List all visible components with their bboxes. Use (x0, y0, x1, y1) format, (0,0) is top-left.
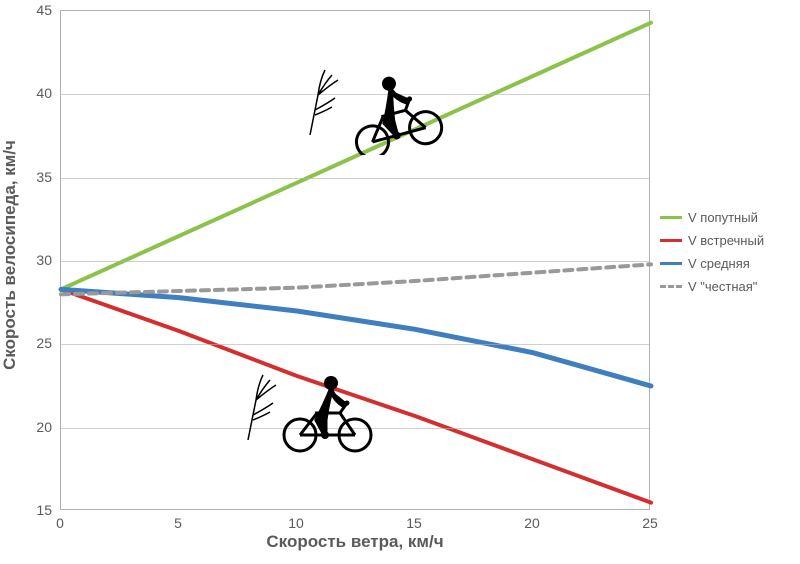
y-axis-title: Скорость велосипеда, км/ч (0, 140, 20, 370)
legend-swatch (660, 285, 682, 288)
grid-line (61, 178, 649, 179)
legend-item: V встречный (660, 233, 764, 248)
legend-label: V попутный (688, 210, 758, 225)
legend-swatch (660, 216, 682, 219)
series-tailwind (61, 23, 651, 290)
legend-label: V "честная" (688, 279, 757, 294)
x-tick-label: 15 (406, 515, 422, 531)
cyclist-tailwind-icon (340, 65, 450, 155)
legend-swatch (660, 262, 682, 265)
x-tick-label: 25 (642, 515, 658, 531)
legend-item: V попутный (660, 210, 764, 225)
x-tick-label: 20 (524, 515, 540, 531)
grid-line (61, 261, 649, 262)
x-axis-title: Скорость ветра, км/ч (266, 532, 443, 552)
y-tick-label: 35 (22, 169, 52, 185)
x-tick-label: 10 (288, 515, 304, 531)
tree-headwind-icon (228, 370, 278, 440)
legend-item: V "честная" (660, 279, 764, 294)
y-tick-label: 45 (22, 2, 52, 18)
y-tick-label: 15 (22, 502, 52, 518)
x-tick-label: 0 (56, 515, 64, 531)
y-tick-label: 25 (22, 335, 52, 351)
series-fair (61, 264, 651, 294)
grid-line (61, 344, 649, 345)
legend-label: V средняя (688, 256, 750, 271)
legend-label: V встречный (688, 233, 764, 248)
cyclist-headwind-icon (275, 365, 385, 455)
y-tick-label: 40 (22, 85, 52, 101)
legend: V попутный V встречный V средняя V "честная… (660, 210, 764, 302)
y-tick-label: 20 (22, 419, 52, 435)
legend-item: V средняя (660, 256, 764, 271)
legend-swatch (660, 239, 682, 242)
x-tick-label: 5 (174, 515, 182, 531)
y-tick-label: 30 (22, 252, 52, 268)
chart-container: 152025303540450510152025 (60, 10, 650, 510)
tree-tailwind-icon (290, 65, 340, 135)
